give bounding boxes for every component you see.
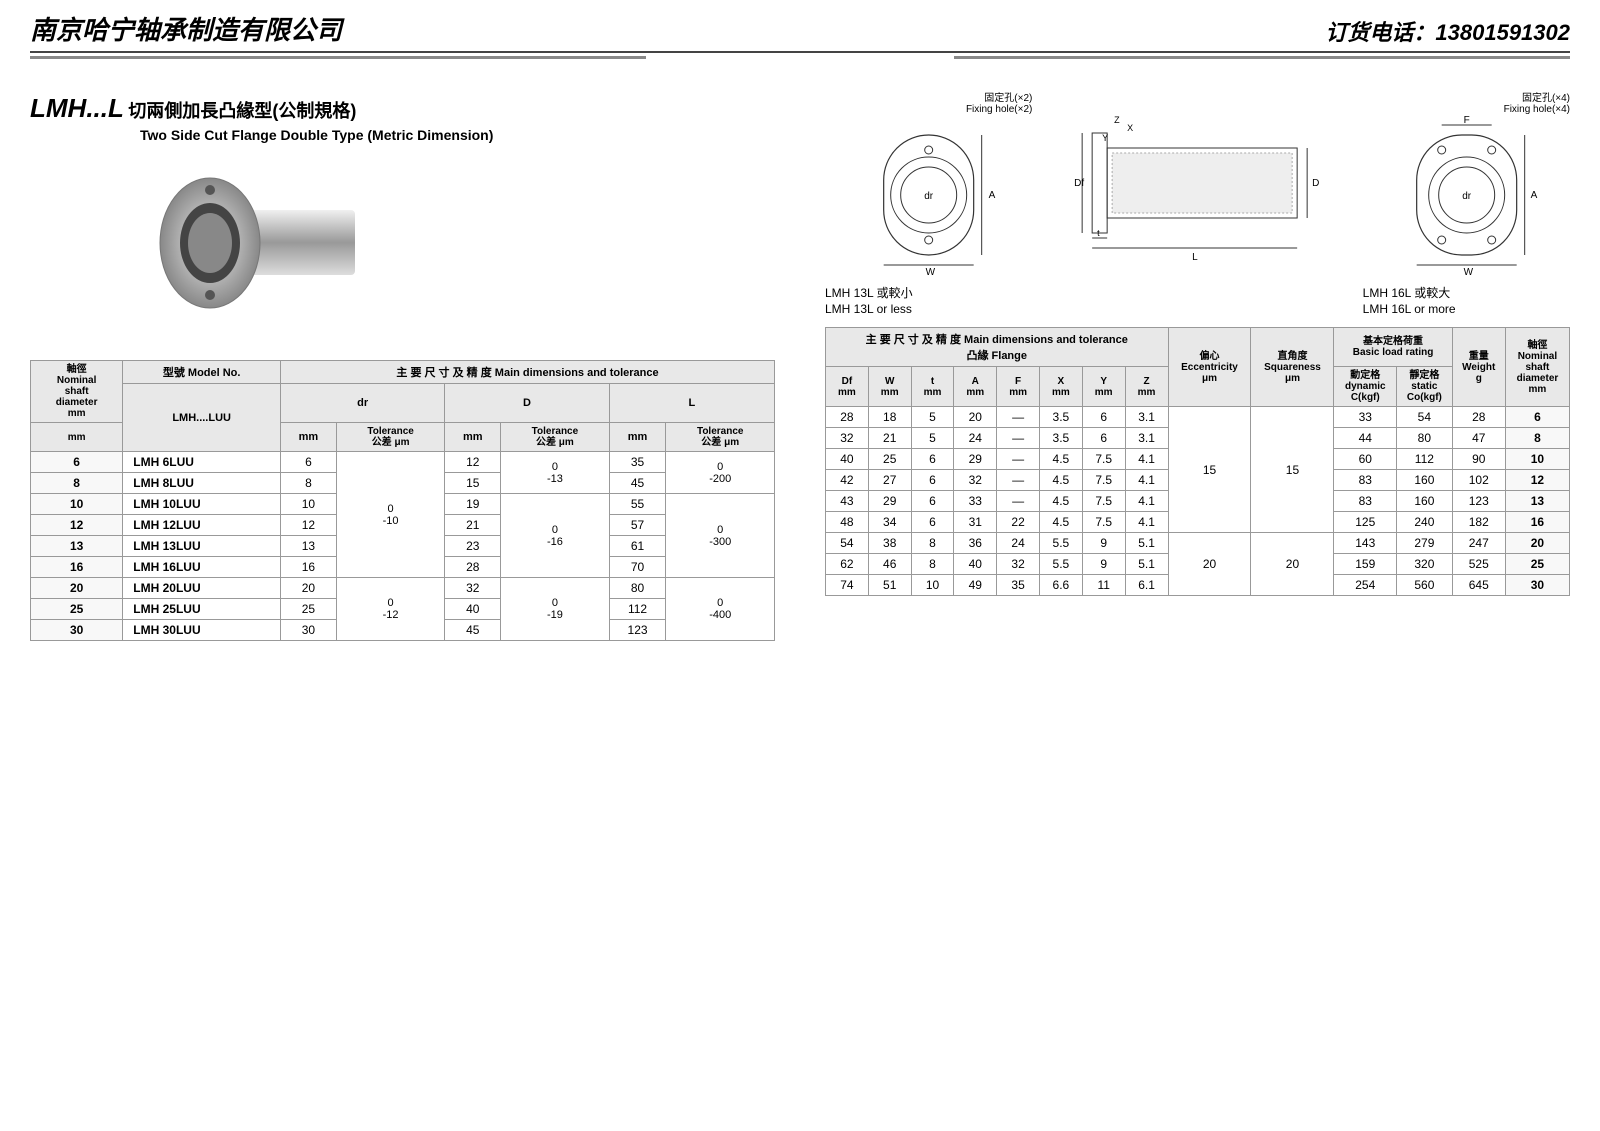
table-row: 5438836245.595.1202014327924720 xyxy=(826,533,1570,554)
diagram-front-small: 固定孔(×2)Fixing hole(×2) dr A W LMH 13L 或較… xyxy=(825,93,1032,317)
right-column: 固定孔(×2)Fixing hole(×2) dr A W LMH 13L 或較… xyxy=(825,93,1570,641)
svg-text:W: W xyxy=(1463,267,1473,275)
svg-text:W: W xyxy=(926,267,936,275)
product-image xyxy=(140,155,370,335)
title-cn: 切兩側加長凸緣型(公制規格) xyxy=(128,101,356,121)
spec-table-right: 主 要 尺 寸 及 精 度 Main dimensions and tolera… xyxy=(825,327,1570,596)
table-row: 20LMH 20LUU200-12320-19800-400 xyxy=(31,578,775,599)
svg-text:A: A xyxy=(1530,190,1537,201)
content: LMH...L 切兩側加長凸緣型(公制規格) Two Side Cut Flan… xyxy=(30,93,1570,641)
left-column: LMH...L 切兩側加長凸緣型(公制規格) Two Side Cut Flan… xyxy=(30,93,775,641)
svg-text:dr: dr xyxy=(924,191,934,202)
diagram-side: Df D L t ZXY xyxy=(1052,93,1342,317)
spec-table-left: 軸徑Nominalshaftdiametermm 型號 Model No. 主 … xyxy=(30,360,775,641)
svg-text:dr: dr xyxy=(1462,191,1472,202)
title-block: LMH...L 切兩側加長凸緣型(公制規格) Two Side Cut Flan… xyxy=(30,93,775,143)
table-row: 6LMH 6LUU60-10120-13350-200 xyxy=(31,452,775,473)
diagram-front-large: 固定孔(×4)Fixing hole(×4) dr A F W LMH 16L … xyxy=(1363,93,1570,317)
svg-text:X: X xyxy=(1128,123,1134,133)
order-phone: 订货电话：13801591302 xyxy=(1325,15,1570,47)
svg-text:A: A xyxy=(989,190,996,201)
svg-text:L: L xyxy=(1193,252,1199,263)
diagrams: 固定孔(×2)Fixing hole(×2) dr A W LMH 13L 或較… xyxy=(825,93,1570,317)
svg-text:D: D xyxy=(1313,178,1320,189)
svg-text:Y: Y xyxy=(1103,133,1109,143)
svg-text:Df: Df xyxy=(1075,178,1085,189)
table-row: 2818520—3.563.115153354286 xyxy=(826,407,1570,428)
title-en: Two Side Cut Flange Double Type (Metric … xyxy=(140,127,775,143)
svg-text:F: F xyxy=(1463,115,1469,126)
page-header: 南京哈宁轴承制造有限公司 订货电话：13801591302 xyxy=(30,10,1570,53)
company-name: 南京哈宁轴承制造有限公司 xyxy=(30,10,342,47)
svg-text:Z: Z xyxy=(1115,115,1121,125)
product-code: LMH...L xyxy=(30,93,124,123)
